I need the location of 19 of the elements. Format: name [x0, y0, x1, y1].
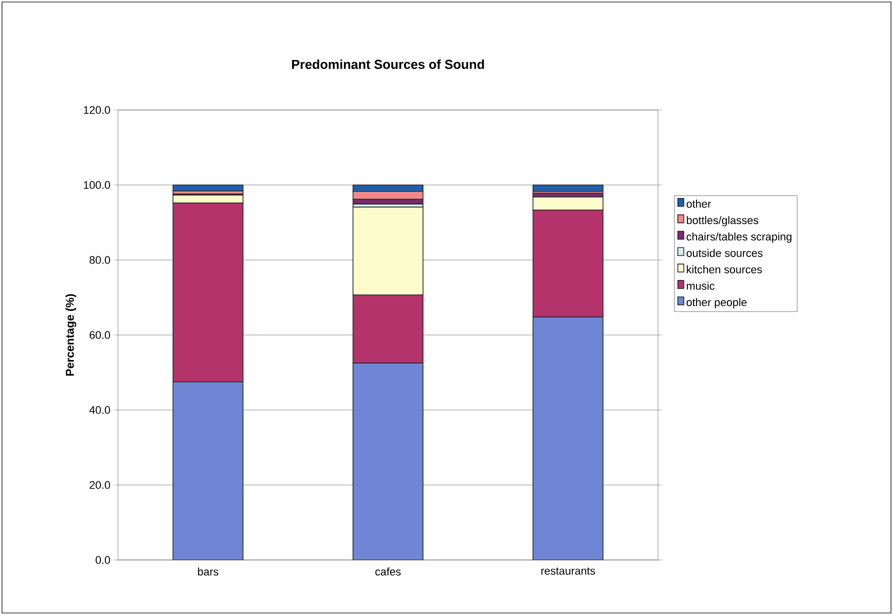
- y-tick-label: 40.0: [89, 406, 110, 414]
- legend-label: chairs/tables scraping: [686, 232, 792, 243]
- y-axis-title: Percentage (%): [66, 294, 76, 376]
- x-tick-label: bars: [198, 568, 218, 576]
- y-tick-label: 0.0: [96, 556, 110, 564]
- x-tick-label: cafes: [375, 568, 401, 576]
- y-tick-label: 60.0: [90, 331, 110, 339]
- legend-label: bottles/glasses: [686, 216, 758, 226]
- y-tick-label: 120.0: [84, 106, 110, 114]
- legend-label: outside sources: [686, 248, 762, 257]
- legend-label: music: [686, 282, 714, 290]
- y-tick-label: 20.0: [90, 481, 110, 489]
- chart-title: Predominant Sources of Sound: [292, 59, 484, 69]
- x-tick-label: restaurants: [541, 568, 596, 575]
- y-tick-label: 80.0: [90, 256, 110, 264]
- legend-label: kitchen sources: [686, 265, 762, 274]
- y-tick-label: 100.0: [84, 181, 110, 189]
- legend-label: other people: [686, 298, 747, 308]
- legend-label: other: [686, 200, 711, 208]
